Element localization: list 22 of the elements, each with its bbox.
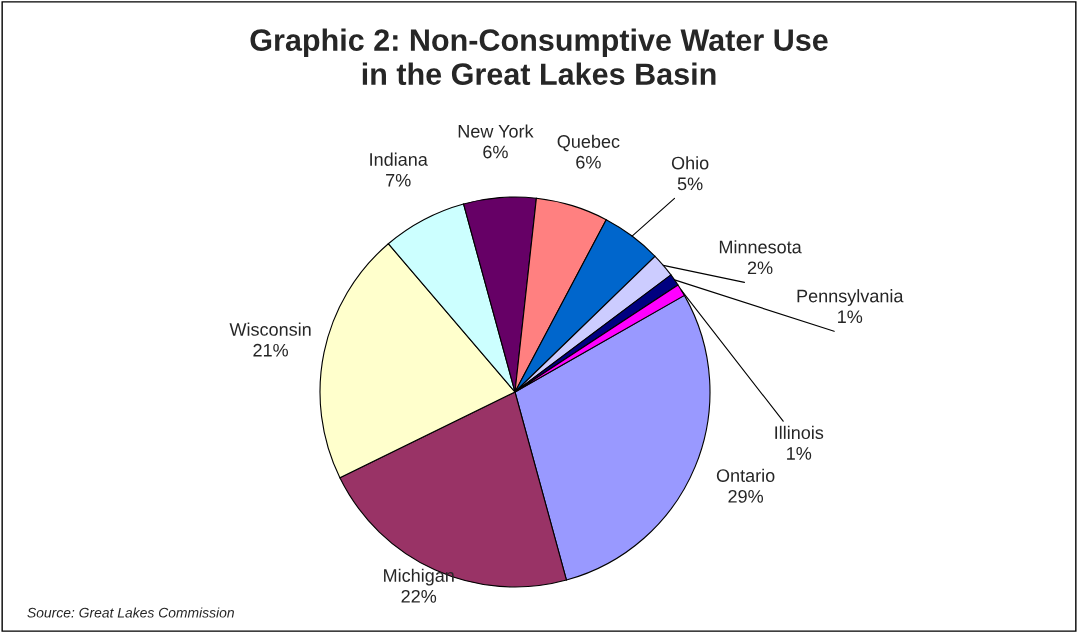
data-label: 1%: [787, 447, 812, 460]
data-label: 29%: [728, 489, 764, 503]
data-label: 22%: [401, 589, 437, 603]
slice-label: Minnesota: [719, 240, 802, 254]
slice-label: Michigan: [384, 568, 454, 586]
data-label: 21%: [253, 343, 289, 357]
slice-label: Quebec: [557, 134, 620, 152]
slice-label: Ontario: [716, 468, 775, 482]
slice-label: Wisconsin: [229, 322, 311, 336]
slice-label: New York: [458, 124, 534, 138]
slice-label: Pennsylvania: [797, 289, 904, 306]
slice-label: Ohio: [671, 156, 709, 170]
chart-title: Graphic 2: Non-Consumptive Water Use in the Great Lakes Basin: [250, 28, 828, 85]
slice-label: Illinois: [775, 425, 824, 440]
data-label: 7%: [386, 173, 411, 187]
slice-label: Indiana: [370, 152, 428, 166]
data-label: 6%: [483, 145, 508, 159]
source-note: Source: Great Lakes Commission: [27, 607, 234, 618]
data-label: 1%: [838, 310, 863, 324]
data-label: 5%: [677, 177, 703, 191]
data-label: 6%: [576, 155, 601, 169]
data-label: 2%: [747, 261, 773, 275]
